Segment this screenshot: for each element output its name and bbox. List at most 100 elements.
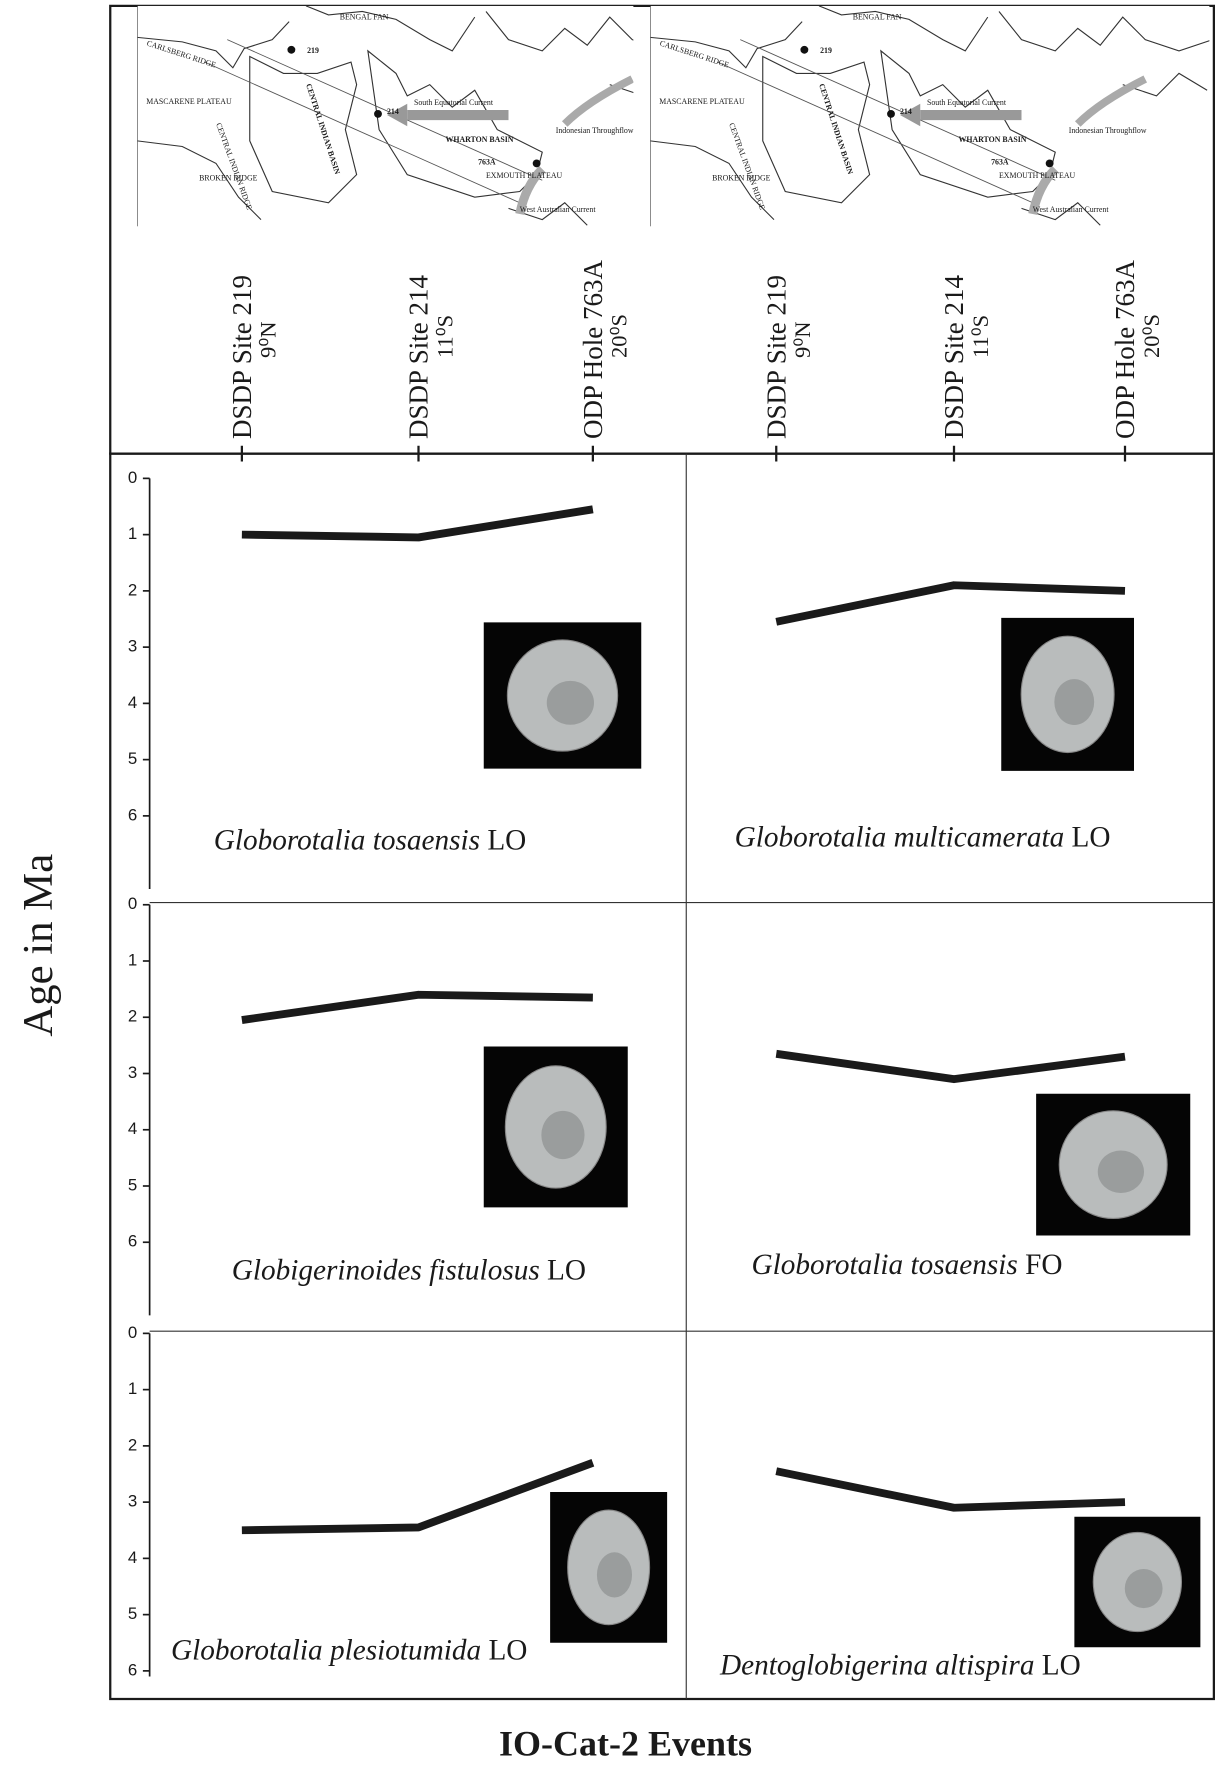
specimen-chamber [1098, 1150, 1144, 1193]
species-name: Globorotalia tosaensis [214, 825, 480, 857]
map-label: BROKEN RIDGE [199, 173, 257, 182]
data-line [242, 509, 593, 537]
data-line [776, 585, 1125, 622]
map-label: EXMOUTH PLATEAU [999, 171, 1076, 180]
x-tick-label: DSDP Site 214 [939, 274, 969, 439]
event-type: LO [1072, 821, 1111, 853]
y-tick-label: 4 [128, 693, 137, 712]
map-label: 763A [991, 158, 1009, 167]
y-tick-label: 0 [128, 468, 137, 487]
specimen-chamber [597, 1552, 632, 1597]
site-dot [800, 46, 808, 54]
site-dot [887, 110, 895, 118]
chart-title: Dentoglobigerina altispira LO [719, 1649, 1081, 1681]
site-dot [1046, 159, 1054, 167]
y-tick-label: 2 [128, 1435, 137, 1454]
species-name: Globigerinoides fistulosus [232, 1254, 540, 1286]
specimen-chamber [1054, 679, 1094, 725]
y-tick-label: 0 [128, 894, 137, 913]
event-type: LO [487, 825, 526, 857]
x-tick-sublabel: 9⁰N [256, 321, 281, 358]
species-name: Globorotalia tosaensis [752, 1249, 1018, 1281]
y-tick-label: 3 [128, 1063, 137, 1082]
specimen-chamber [541, 1111, 584, 1159]
map-label: MASCARENE PLATEAU [659, 97, 745, 106]
x-tick-sublabel: 20⁰S [607, 314, 632, 358]
map-label: BROKEN RIDGE [712, 173, 770, 182]
event-type: LO [1042, 1649, 1081, 1681]
map-label: MASCARENE PLATEAU [146, 97, 232, 106]
map-label: South Equatorial Current [927, 98, 1007, 107]
x-tick-label: DSDP Site 219 [227, 275, 257, 439]
x-tick-sublabel: 11⁰S [968, 315, 993, 358]
map-label: BENGAL FAN [340, 12, 389, 21]
data-line [776, 1054, 1125, 1079]
site-dot [533, 159, 541, 167]
specimen-chamber [547, 681, 594, 725]
y-tick-label: 3 [128, 637, 137, 656]
y-tick-label: 6 [128, 805, 137, 824]
map-label: 219 [307, 46, 319, 55]
y-tick-label: 4 [128, 1119, 137, 1138]
chart-title: Globorotalia multicamerata LO [735, 821, 1111, 853]
y-axis-label: Age in Ma [15, 854, 62, 1037]
map-label: 214 [387, 107, 399, 116]
chart-title: Globorotalia plesiotumida LO [171, 1635, 527, 1667]
map-label: 219 [820, 46, 832, 55]
figure: BENGAL FAN219CARLSBERG RIDGE0°MASCARENE … [0, 0, 1215, 1769]
data-line [242, 1463, 593, 1531]
y-tick-label: 0 [128, 1323, 137, 1342]
site-dot [287, 46, 295, 54]
map-label: WHARTON BASIN [446, 135, 514, 144]
y-tick-label: 2 [128, 1007, 137, 1026]
page: {"figure": {"y_label": "Age in Ma", "x_l… [0, 0, 1215, 1769]
site-dot [374, 110, 382, 118]
event-type: FO [1025, 1249, 1062, 1281]
y-tick-label: 3 [128, 1492, 137, 1511]
chart-title: Globigerinoides fistulosus LO [232, 1254, 586, 1286]
y-tick-label: 1 [128, 524, 137, 543]
species-name: Dentoglobigerina altispira [719, 1649, 1034, 1681]
data-line [776, 1471, 1125, 1508]
x-axis-label: IO-Cat-2 Events [499, 1723, 752, 1763]
species-name: Globorotalia multicamerata [735, 821, 1065, 853]
y-tick-label: 2 [128, 580, 137, 599]
event-type: LO [547, 1254, 586, 1286]
y-tick-label: 6 [128, 1232, 137, 1251]
chart-title: Globorotalia tosaensis LO [214, 825, 527, 857]
y-tick-label: 1 [128, 950, 137, 969]
map-label: Indonesian Throughflow [556, 126, 634, 135]
map-label: South Equatorial Current [414, 98, 494, 107]
map-label: West Australian Current [1033, 205, 1110, 214]
event-type: LO [488, 1635, 527, 1667]
y-tick-label: 1 [128, 1379, 137, 1398]
map-label: BENGAL FAN [853, 12, 902, 21]
map-label: West Australian Current [520, 205, 597, 214]
map-label: 0° [126, 72, 133, 81]
map-label: 20° [124, 154, 135, 163]
map-label: EXMOUTH PLATEAU [486, 171, 563, 180]
y-tick-label: 5 [128, 1604, 137, 1623]
y-tick-label: 4 [128, 1548, 137, 1567]
data-line [242, 995, 593, 1020]
specimen-chamber [1125, 1569, 1163, 1608]
x-tick-sublabel: 20⁰S [1139, 314, 1164, 358]
x-tick-sublabel: 9⁰N [790, 321, 815, 358]
y-tick-label: 5 [128, 1175, 137, 1194]
map-label: WHARTON BASIN [959, 135, 1027, 144]
y-tick-label: 5 [128, 749, 137, 768]
map-label: 763A [478, 158, 496, 167]
map-label: 214 [900, 107, 912, 116]
species-name: Globorotalia plesiotumida [171, 1635, 481, 1667]
map-label: 0° [639, 72, 646, 81]
x-tick-label: ODP Hole 763A [578, 260, 608, 439]
x-tick-label: DSDP Site 214 [404, 274, 434, 439]
y-tick-label: 6 [128, 1660, 137, 1679]
map-label: 20° [637, 154, 648, 163]
x-tick-label: DSDP Site 219 [761, 275, 791, 439]
map-label: Indonesian Throughflow [1069, 126, 1147, 135]
x-tick-sublabel: 11⁰S [432, 315, 457, 358]
